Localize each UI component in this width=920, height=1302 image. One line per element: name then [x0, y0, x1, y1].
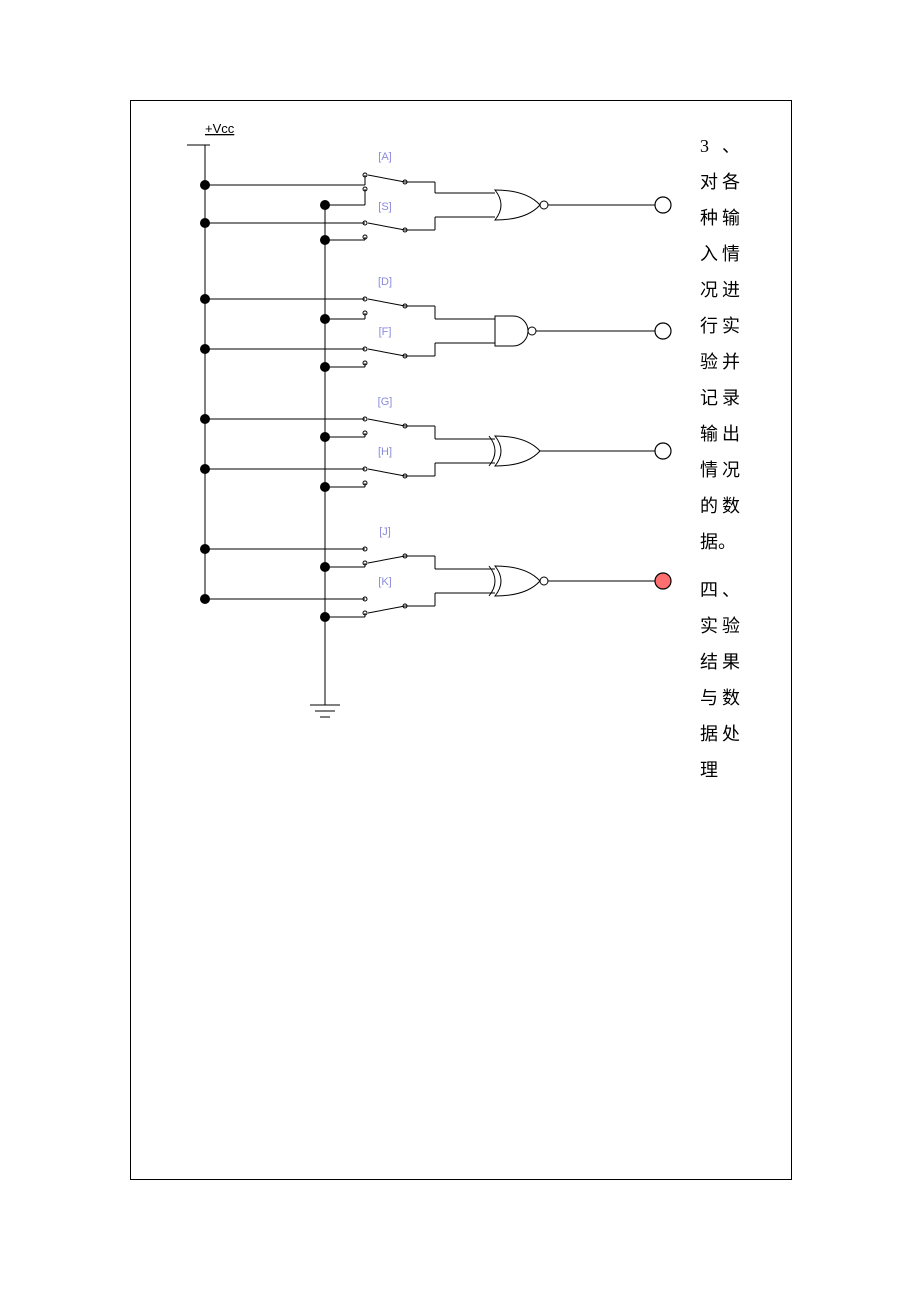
circuit-diagram: +Vcc [A] [S] [D] [F] [G] [H] [J] [K]	[135, 105, 695, 725]
svg-text:[K]: [K]	[378, 576, 391, 588]
svg-text:[A]: [A]	[378, 151, 391, 163]
svg-text:[H]: [H]	[378, 446, 392, 458]
side-text: 3、对各种输入情况进行实验并记录输出情况的数据。 四、实验结果与数据处理	[700, 128, 740, 788]
svg-text:[J]: [J]	[379, 526, 391, 538]
paragraph-step3: 3、对各种输入情况进行实验并记录输出情况的数据。	[700, 128, 740, 560]
svg-text:[G]: [G]	[378, 396, 393, 408]
svg-text:[S]: [S]	[378, 201, 391, 213]
paragraph-section4: 四、实验结果与数据处理	[700, 572, 740, 788]
page: +Vcc [A] [S] [D] [F] [G] [H] [J] [K] 3、对各种输入情况进行…	[0, 0, 920, 1302]
svg-text:+Vcc: +Vcc	[205, 121, 235, 136]
svg-text:[D]: [D]	[378, 276, 392, 288]
svg-text:[F]: [F]	[379, 326, 392, 338]
